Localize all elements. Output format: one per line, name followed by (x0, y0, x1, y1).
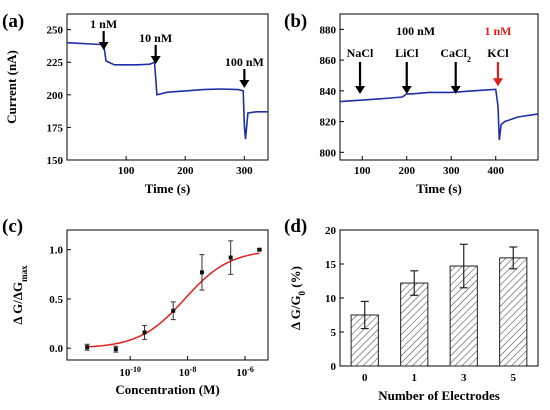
annotation-arrow-head (492, 78, 503, 87)
y-tick-label: 860 (320, 55, 337, 67)
panel-b-selectivity-trace: (b) 800 820 840 860 880 100 200 300 400 100 nM Na… (284, 11, 539, 196)
annotation-label: 100 nM (396, 24, 435, 38)
annotation-label: KCl (487, 46, 509, 60)
y-tick-label: 800 (320, 147, 337, 159)
annotation-arrow-head (150, 56, 161, 64)
y-tick-label: 20 (325, 225, 337, 237)
panel-d-y-axis-label: Δ G/G0 (%) (288, 266, 307, 330)
annotation-label: 10 nM (139, 31, 172, 45)
panel-c-x-axis-label: Concentration (M) (115, 382, 219, 397)
data-point (199, 270, 204, 275)
x-tick-label: 5 (511, 372, 517, 384)
panel-c-dose-response: (c) 0.0 0.5 1.0 10-10 10-8 10-6 Concentration… (2, 216, 269, 397)
bar (400, 282, 429, 367)
panel-c-y-axis-label: Δ G/ΔGmax (10, 265, 29, 325)
x-tick-label: 300 (236, 165, 253, 177)
panel-c-plot-frame (66, 229, 269, 361)
panel-label-d: (d) (284, 216, 307, 237)
x-tick-label: 0 (362, 372, 368, 384)
y-tick-label: 0.5 (49, 294, 63, 306)
panel-d-electrode-bars: (d) 0 5 10 15 20 0 1 3 5 Number of Electrodes Δ … (284, 216, 539, 403)
y-tick-label: 5 (331, 327, 337, 339)
data-point (257, 247, 262, 252)
y-tick-label: 0 (331, 361, 337, 373)
panel-a-plot-frame (66, 13, 269, 161)
x-tick-label: 100 (118, 165, 135, 177)
panel-d-x-axis-label: Number of Electrodes (378, 388, 500, 403)
panel-c-fit-curve (87, 252, 260, 348)
y-tick-label: 840 (320, 86, 337, 98)
x-tick-label: 100 (354, 165, 371, 177)
y-tick-label: 0.0 (49, 343, 63, 355)
y-tick-label: 200 (47, 90, 64, 102)
panel-label-c: (c) (2, 216, 23, 237)
x-tick-label: 3 (461, 372, 467, 384)
annotation-label: NaCl (347, 46, 374, 60)
panel-b-x-axis-label: Time (s) (416, 181, 462, 196)
panel-label-b: (b) (284, 11, 307, 32)
y-tick-label: 250 (47, 25, 64, 37)
annotation-label: 100 nM (225, 55, 264, 69)
panel-label-a: (a) (2, 11, 24, 32)
x-tick-label: 10-6 (236, 365, 254, 380)
panel-a-y-axis-label: Current (nA) (4, 50, 19, 124)
panel-b-series-line (339, 88, 539, 141)
x-tick-label: 200 (398, 165, 415, 177)
y-tick-label: 150 (47, 155, 64, 167)
annotation-arrow-head (355, 85, 366, 94)
panel-a-current-trace: (a) 150 175 200 225 250 100 200 300 1 nM 10 nM 10… (2, 11, 269, 196)
x-tick-label: 1 (412, 372, 418, 384)
annotation-label: LiCl (395, 46, 419, 60)
x-tick-label: 10-8 (179, 365, 197, 380)
annotation-arrow-head (401, 85, 412, 94)
panel-a-series-line (66, 41, 268, 140)
x-tick-label: 300 (443, 165, 460, 177)
bar (499, 257, 528, 367)
annotation-label: 1 nM (484, 24, 511, 38)
x-tick-label: 10-10 (119, 365, 141, 380)
annotation-label: 1 nM (90, 17, 117, 31)
y-tick-label: 15 (325, 259, 337, 271)
data-point (171, 308, 176, 313)
panel-b-plot-frame (339, 13, 539, 161)
annotation-label: CaCl2 (440, 46, 471, 64)
annotation-arrow-head (239, 80, 250, 88)
data-point (142, 330, 147, 335)
y-tick-label: 1.0 (49, 245, 63, 257)
x-tick-label: 400 (487, 165, 504, 177)
data-point (228, 255, 233, 260)
panel-a-x-axis-label: Time (s) (145, 181, 191, 196)
y-tick-label: 225 (47, 57, 64, 69)
annotation-arrow-head (98, 42, 109, 50)
annotation-arrow-head (450, 85, 461, 94)
y-tick-label: 175 (47, 122, 64, 134)
y-tick-label: 820 (320, 117, 337, 129)
y-tick-label: 10 (325, 293, 337, 305)
data-point (85, 345, 90, 350)
data-point (113, 347, 118, 352)
x-tick-label: 200 (177, 165, 194, 177)
y-tick-label: 880 (320, 24, 337, 36)
